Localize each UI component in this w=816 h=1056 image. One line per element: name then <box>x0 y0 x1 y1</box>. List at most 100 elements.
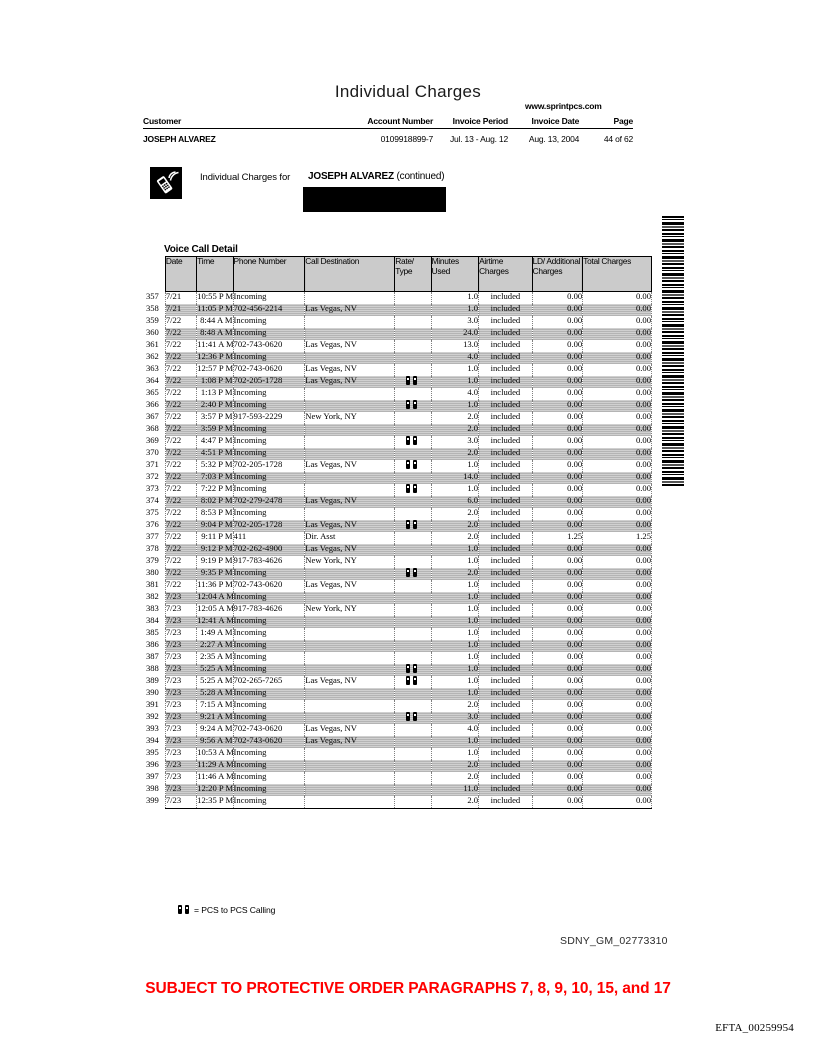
cell-phone: 702-279-2478 <box>232 496 305 508</box>
cell-n: 373 <box>132 484 166 496</box>
cell-air: included <box>478 580 533 592</box>
cell-tot: 0.00 <box>582 448 652 460</box>
cell-min: 1.0 <box>430 664 479 676</box>
cell-ld: 1.25 <box>531 532 583 544</box>
cell-date: 7/22 <box>164 388 197 400</box>
cell-air: included <box>478 352 533 364</box>
cell-n: 368 <box>132 424 166 436</box>
cell-time: 10:53 A M <box>196 748 234 760</box>
cell-date: 7/22 <box>164 316 197 328</box>
cell-date: 7/23 <box>164 772 197 784</box>
cell-dest <box>304 784 395 796</box>
cell-time: 1:13 P M <box>196 388 234 400</box>
cell-air: included <box>478 760 533 772</box>
table-row: 386 7/23 2:27 A M Incoming 1.0 included 0.00 0.… <box>132 640 652 652</box>
cell-date: 7/23 <box>164 628 197 640</box>
account-summary-headers: Customer Account Number Invoice Period I… <box>143 116 633 126</box>
cell-date: 7/22 <box>164 364 197 376</box>
header-account-number: Account Number <box>367 116 434 126</box>
cell-ld: 0.00 <box>531 676 583 688</box>
pcs-to-pcs-icon <box>406 484 419 493</box>
cell-time: 8:53 P M <box>196 508 234 520</box>
header-page: Page <box>613 116 633 126</box>
cell-rate-type <box>394 328 432 340</box>
cell-date: 7/23 <box>164 616 197 628</box>
cell-phone: Incoming <box>232 352 305 364</box>
cell-air: included <box>478 544 533 556</box>
cell-dest: Las Vegas, NV <box>304 460 395 472</box>
cell-time: 11:36 P M <box>196 580 234 592</box>
cell-tot: 0.00 <box>582 604 652 616</box>
cell-n: 366 <box>132 400 166 412</box>
cell-date: 7/23 <box>164 604 197 616</box>
cell-n: 365 <box>132 388 166 400</box>
cell-tot: 1.25 <box>582 532 652 544</box>
cell-dest <box>304 772 395 784</box>
table-row: 391 7/23 7:15 A M Incoming 2.0 included 0.00 0.… <box>132 700 652 712</box>
header-date: Date <box>164 256 197 292</box>
cell-min: 1.0 <box>430 688 479 700</box>
header-invoice-date: Invoice Date <box>531 116 580 126</box>
cell-date: 7/23 <box>164 688 197 700</box>
cell-dest <box>304 328 395 340</box>
cell-min: 14.0 <box>430 472 479 484</box>
cell-date: 7/23 <box>164 748 197 760</box>
cell-ld: 0.00 <box>531 784 583 796</box>
cell-n: 391 <box>132 700 166 712</box>
cell-min: 1.0 <box>430 291 479 304</box>
cell-date: 7/23 <box>164 724 197 736</box>
cell-time: 8:48 A M <box>196 328 234 340</box>
cell-n: 394 <box>132 736 166 748</box>
cell-phone: 702-743-0620 <box>232 736 305 748</box>
cell-time: 7:22 P M <box>196 484 234 496</box>
cell-phone: 702-265-7265 <box>232 676 305 688</box>
cell-n: 375 <box>132 508 166 520</box>
cell-min: 2.0 <box>430 760 479 772</box>
cell-phone: 702-205-1728 <box>232 520 305 532</box>
cell-ld: 0.00 <box>531 724 583 736</box>
cell-rate-type <box>394 604 432 616</box>
cell-time: 11:41 A M <box>196 340 234 352</box>
cell-tot: 0.00 <box>582 556 652 568</box>
cell-tot: 0.00 <box>582 544 652 556</box>
legend-pcs-to-pcs: = PCS to PCS Calling <box>178 905 275 915</box>
cell-dest: Las Vegas, NV <box>304 340 395 352</box>
cell-tot: 0.00 <box>582 364 652 376</box>
cell-date: 7/23 <box>164 760 197 772</box>
cell-n: 376 <box>132 520 166 532</box>
table-row: 388 7/23 5:25 A M Incoming 1.0 included 0.00 0.… <box>132 664 652 676</box>
cell-air: included <box>478 796 533 809</box>
cell-min: 1.0 <box>430 460 479 472</box>
cell-rate-type <box>394 508 432 520</box>
value-customer: JOSEPH ALVAREZ <box>143 134 216 144</box>
cell-min: 2.0 <box>430 424 479 436</box>
table-row: 379 7/22 9:19 P M 917-783-4626 New York, NY 1… <box>132 556 652 568</box>
cell-time: 9:56 A M <box>196 736 234 748</box>
cell-phone: 702-743-0620 <box>232 580 305 592</box>
cell-rate-type <box>394 592 432 604</box>
cell-rate-type <box>394 496 432 508</box>
cell-time: 5:25 A M <box>196 664 234 676</box>
cell-time: 2:35 A M <box>196 652 234 664</box>
phone-signal-icon <box>150 167 182 199</box>
account-summary-values: JOSEPH ALVAREZ 0109918899-7 Jul. 13 - Au… <box>143 134 633 144</box>
customer-name-heading: JOSEPH ALVAREZ (continued) <box>308 171 445 182</box>
cell-phone: 702-205-1728 <box>232 460 305 472</box>
cell-tot: 0.00 <box>582 316 652 328</box>
cell-phone: Incoming <box>232 448 305 460</box>
cell-date: 7/23 <box>164 712 197 724</box>
cell-rate-type <box>394 352 432 364</box>
cell-time: 12:41 A M <box>196 616 234 628</box>
cell-date: 7/22 <box>164 448 197 460</box>
cell-n: 360 <box>132 328 166 340</box>
cell-air: included <box>478 712 533 724</box>
cell-ld: 0.00 <box>531 291 583 304</box>
cell-min: 1.0 <box>430 484 479 496</box>
table-row: 372 7/22 7:03 P M Incoming 14.0 included 0.00 0… <box>132 472 652 484</box>
cell-dest <box>304 592 395 604</box>
cell-n: 369 <box>132 436 166 448</box>
cell-tot: 0.00 <box>582 460 652 472</box>
section-title-voice-call-detail: Voice Call Detail <box>164 244 238 255</box>
cell-dest <box>304 664 395 676</box>
bates-number-middle: SDNY_GM_02773310 <box>560 935 668 947</box>
